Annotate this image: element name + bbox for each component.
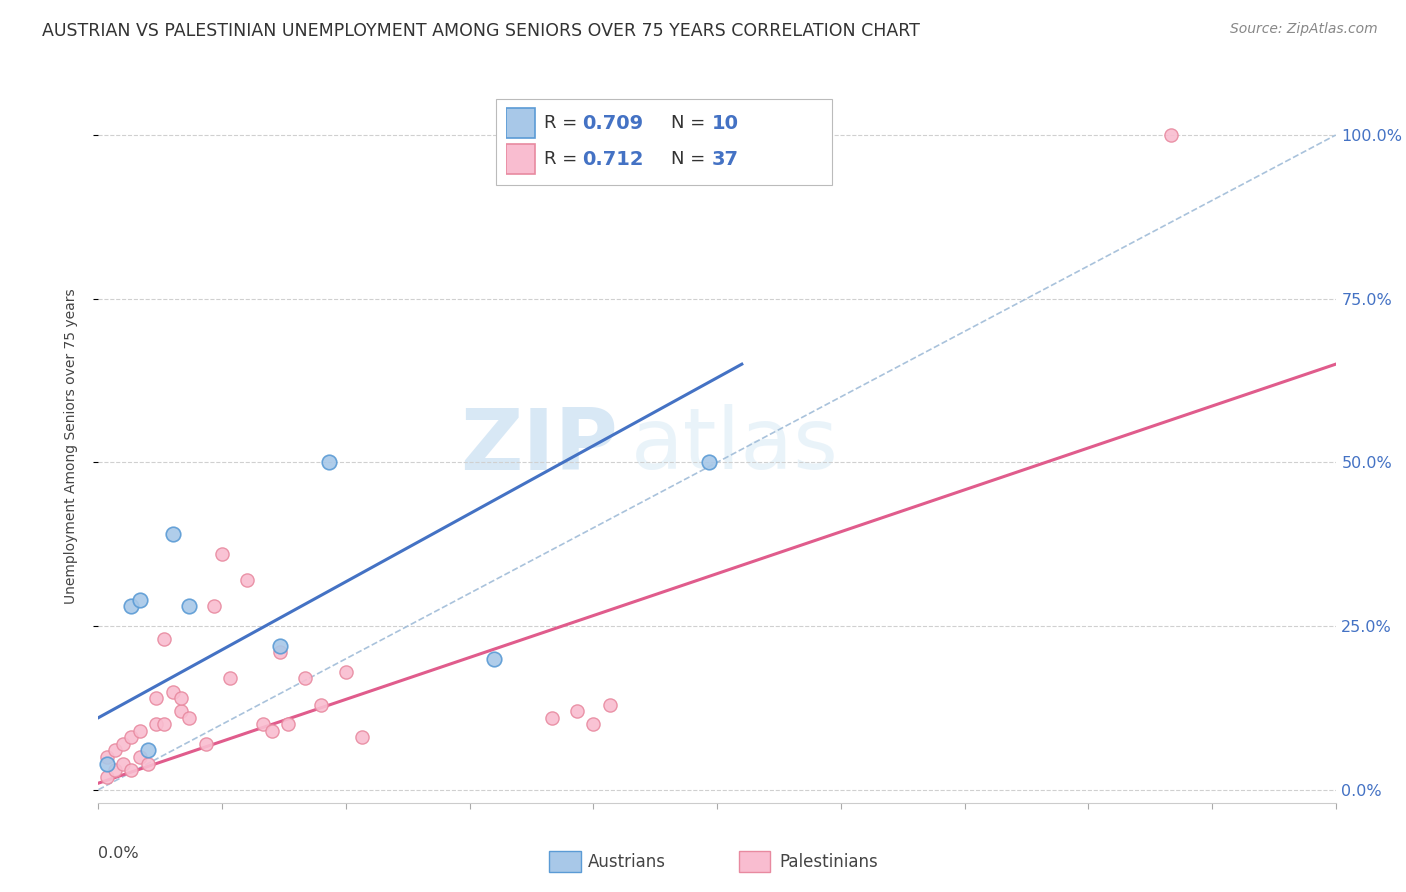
Point: [194, 737, 217, 751]
Point: [236, 573, 259, 587]
Text: 37: 37: [711, 150, 738, 169]
Point: [179, 599, 201, 614]
Point: [352, 731, 374, 745]
Text: R =: R =: [544, 114, 583, 132]
Point: [484, 652, 506, 666]
FancyBboxPatch shape: [506, 108, 534, 138]
Point: [136, 743, 159, 757]
Point: [153, 717, 176, 731]
Point: [269, 645, 291, 659]
Text: R =: R =: [544, 150, 583, 168]
Point: [120, 731, 142, 745]
Point: [128, 750, 150, 764]
Text: Source: ZipAtlas.com: Source: ZipAtlas.com: [1230, 22, 1378, 37]
Point: [96, 750, 118, 764]
Point: [96, 756, 118, 771]
Text: AUSTRIAN VS PALESTINIAN UNEMPLOYMENT AMONG SENIORS OVER 75 YEARS CORRELATION CHA: AUSTRIAN VS PALESTINIAN UNEMPLOYMENT AMO…: [42, 22, 920, 40]
Text: N =: N =: [671, 150, 710, 168]
Point: [1160, 128, 1182, 142]
Point: [153, 632, 176, 647]
Point: [120, 763, 142, 777]
Point: [128, 723, 150, 738]
Point: [335, 665, 357, 679]
Point: [120, 599, 142, 614]
Point: [269, 639, 291, 653]
FancyBboxPatch shape: [550, 851, 581, 872]
Point: [104, 743, 127, 757]
Point: [294, 672, 316, 686]
Point: [104, 763, 127, 777]
FancyBboxPatch shape: [506, 145, 534, 174]
Point: [136, 756, 159, 771]
Point: [170, 691, 193, 706]
Point: [128, 592, 150, 607]
Point: [162, 527, 184, 541]
Point: [145, 691, 167, 706]
Text: 0.709: 0.709: [582, 113, 643, 133]
Point: [162, 684, 184, 698]
Point: [541, 711, 564, 725]
Point: [260, 723, 283, 738]
Text: atlas: atlas: [630, 404, 838, 488]
FancyBboxPatch shape: [740, 851, 770, 872]
Point: [252, 717, 274, 731]
Point: [145, 717, 167, 731]
Point: [565, 704, 588, 718]
Point: [96, 770, 118, 784]
Point: [697, 455, 720, 469]
Text: Palestinians: Palestinians: [779, 853, 877, 871]
Point: [309, 698, 332, 712]
Point: [170, 704, 193, 718]
Text: 0.712: 0.712: [582, 150, 644, 169]
Text: 0.0%: 0.0%: [98, 846, 139, 861]
Point: [112, 737, 135, 751]
Text: N =: N =: [671, 114, 710, 132]
Point: [582, 717, 605, 731]
Point: [219, 672, 242, 686]
Point: [599, 698, 621, 712]
Text: Austrians: Austrians: [588, 853, 665, 871]
Point: [202, 599, 225, 614]
Point: [179, 711, 201, 725]
Point: [318, 455, 340, 469]
Text: ZIP: ZIP: [460, 404, 619, 488]
Y-axis label: Unemployment Among Seniors over 75 years: Unemployment Among Seniors over 75 years: [63, 288, 77, 604]
Point: [211, 547, 233, 561]
Point: [277, 717, 299, 731]
Text: 10: 10: [711, 113, 738, 133]
Point: [112, 756, 135, 771]
